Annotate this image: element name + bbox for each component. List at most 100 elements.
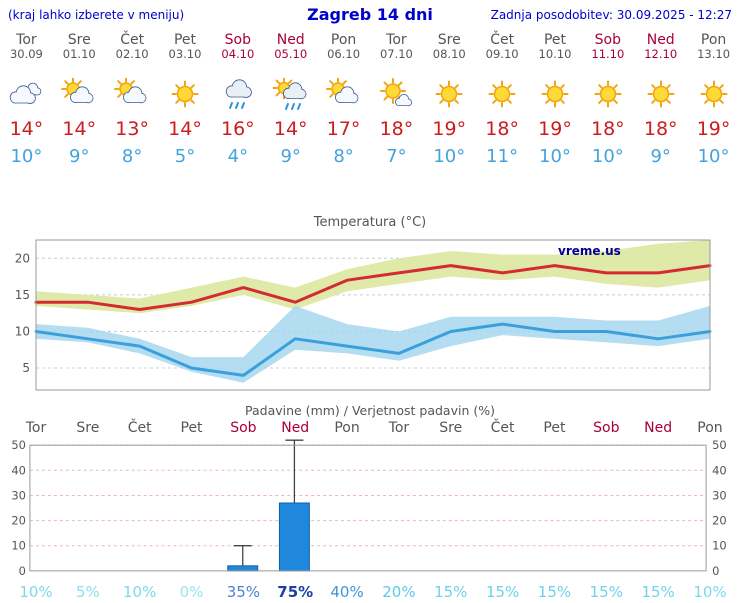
sunny-icon — [700, 80, 728, 108]
high-temp: 19° — [696, 118, 731, 140]
temp-chart-frame — [35, 239, 711, 391]
sunny-icon — [488, 80, 516, 108]
weather-icon-partly — [106, 75, 159, 115]
rain-icon — [225, 79, 252, 109]
temperature-chart-title: Temperatura (°C) — [313, 215, 427, 230]
precip-day-label: Pon — [697, 420, 723, 436]
day-date: 07.10 — [379, 47, 413, 61]
low-temp: 4° — [227, 146, 249, 167]
forecast-day-column: Sre 01.10 14° 9° — [53, 32, 106, 168]
partly-icon — [114, 78, 147, 104]
mostly-sunny-icon — [380, 78, 413, 107]
precip-gridlines — [29, 444, 707, 547]
precip-probability: 15% — [589, 583, 623, 601]
precip-probability: 10% — [693, 583, 727, 601]
precip-probability: 5% — [75, 583, 100, 601]
page-header: (kraj lahko izberete v meniju) Zagreb 14… — [0, 4, 740, 30]
day-name: Čet — [490, 32, 515, 48]
temp-y-axis-label: 10 — [15, 325, 30, 339]
precip-y-axis-label-right: 0 — [712, 564, 719, 578]
forecast-day-column: Sre 08.10 19° 10° — [423, 32, 476, 168]
day-date: 30.09 — [9, 47, 43, 61]
min-temp-band — [36, 305, 710, 383]
day-date: 03.10 — [168, 47, 202, 61]
temp-y-axis-label: 5 — [22, 361, 30, 375]
sunny-icon — [171, 80, 199, 108]
high-temp: 16° — [221, 118, 255, 140]
cloudy-icon — [10, 82, 42, 104]
max-temp-line — [34, 264, 712, 311]
precip-y-axis-label-right: 10 — [712, 539, 727, 553]
low-temp: 10° — [433, 146, 466, 167]
precip-chart-frame — [29, 444, 707, 572]
precipitation-chart: 0 0 10 10 20 20 30 30 40 40 50 50 — [0, 439, 740, 581]
weather-icon-sunny — [476, 75, 529, 115]
temperature-section: Temperatura (°C) 5 10 15 20 vreme.us — [0, 214, 740, 408]
day-date: 11.10 — [591, 47, 625, 61]
day-name: Tor — [386, 32, 407, 48]
sunny-icon — [435, 80, 463, 108]
forecast-day-column: Pon 06.10 17° 8° — [317, 32, 370, 168]
day-date: 12.10 — [644, 47, 678, 61]
high-temp: 18° — [591, 118, 625, 140]
precip-y-axis-label-right: 40 — [712, 463, 727, 477]
low-temp: 9° — [69, 146, 90, 167]
high-temp: 13° — [115, 118, 149, 140]
precip-day-label: Sre — [76, 420, 100, 436]
low-temp: 5° — [174, 146, 196, 167]
day-date: 04.10 — [221, 47, 255, 61]
precip-day-label: Tor — [25, 420, 47, 436]
precip-day-label: Sre — [439, 420, 463, 436]
weather-icon-partly — [53, 75, 106, 115]
precip-y-axis-label-right: 20 — [712, 514, 727, 528]
temperature-chart: 5 10 15 20 — [0, 232, 740, 408]
precip-probability-row: 10% 5% 10% 0% 35% 75% 40% 20% 15% 15% 15% 15% 15% 10% — [0, 581, 740, 603]
day-name: Sob — [224, 32, 252, 48]
day-date: 08.10 — [432, 47, 466, 61]
day-name: Pon — [330, 32, 357, 48]
weather-icon-rain-sun — [264, 75, 317, 115]
precipitation-section: Padavine (mm) / Verjetnost padavin (%) T… — [0, 403, 740, 603]
min-temp-line — [34, 322, 712, 377]
precipitation-chart-title: Padavine (mm) / Verjetnost padavin (%) — [245, 403, 495, 418]
rain-sun-icon — [272, 78, 307, 110]
weather-icon-sunny — [634, 75, 687, 115]
watermark: vreme.us — [558, 244, 621, 258]
forecast-day-column: Čet 02.10 13° 8° — [106, 32, 159, 168]
weather-icon-cloudy — [0, 75, 53, 115]
precip-day-labels: Tor Sre Čet Pet Sob Ned Pon Tor Sre Čet Pet Sob Ned P… — [0, 419, 740, 439]
forecast-day-column: Ned 12.10 18° 9° — [634, 32, 687, 168]
temp-y-axis-label: 15 — [15, 288, 30, 302]
precip-bar — [278, 502, 310, 572]
day-name: Pet — [173, 32, 197, 48]
day-name: Čet — [120, 32, 145, 48]
day-name: Sre — [67, 32, 91, 48]
high-temp: 18° — [643, 118, 678, 140]
precip-bar — [227, 565, 259, 572]
high-temp: 17° — [326, 118, 361, 140]
forecast-strip: Tor 30.09 14° 10° Sre 01.10 14° 9° Čet 02.10 13° 8°… — [0, 32, 740, 168]
precip-y-axis-label-left: 50 — [11, 439, 26, 452]
day-date: 02.10 — [115, 47, 149, 61]
day-name: Tor — [16, 32, 37, 48]
high-temp: 18° — [485, 118, 519, 140]
precip-day-label: Pet — [180, 420, 203, 436]
day-date: 09.10 — [485, 47, 519, 61]
precip-probability: 10% — [19, 583, 53, 601]
precip-y-axis-label-left: 10 — [11, 539, 26, 553]
high-temp: 14° — [62, 118, 97, 140]
precip-day-label: Ned — [281, 420, 310, 436]
low-temp: 9° — [650, 146, 671, 167]
precip-probability: 35% — [226, 583, 261, 601]
precip-probability: 0% — [179, 583, 204, 601]
menu-hint: (kraj lahko izberete v meniju) — [8, 8, 185, 22]
low-temp: 8° — [121, 146, 143, 167]
sunny-icon — [541, 80, 569, 108]
sunny-icon — [647, 80, 675, 108]
low-temp: 10° — [697, 146, 730, 167]
precip-y-axis-label-left: 30 — [11, 488, 26, 502]
sunny-icon — [594, 80, 622, 108]
low-temp: 7° — [386, 146, 407, 167]
forecast-day-column: Ned 05.10 14° 9° — [264, 32, 317, 168]
